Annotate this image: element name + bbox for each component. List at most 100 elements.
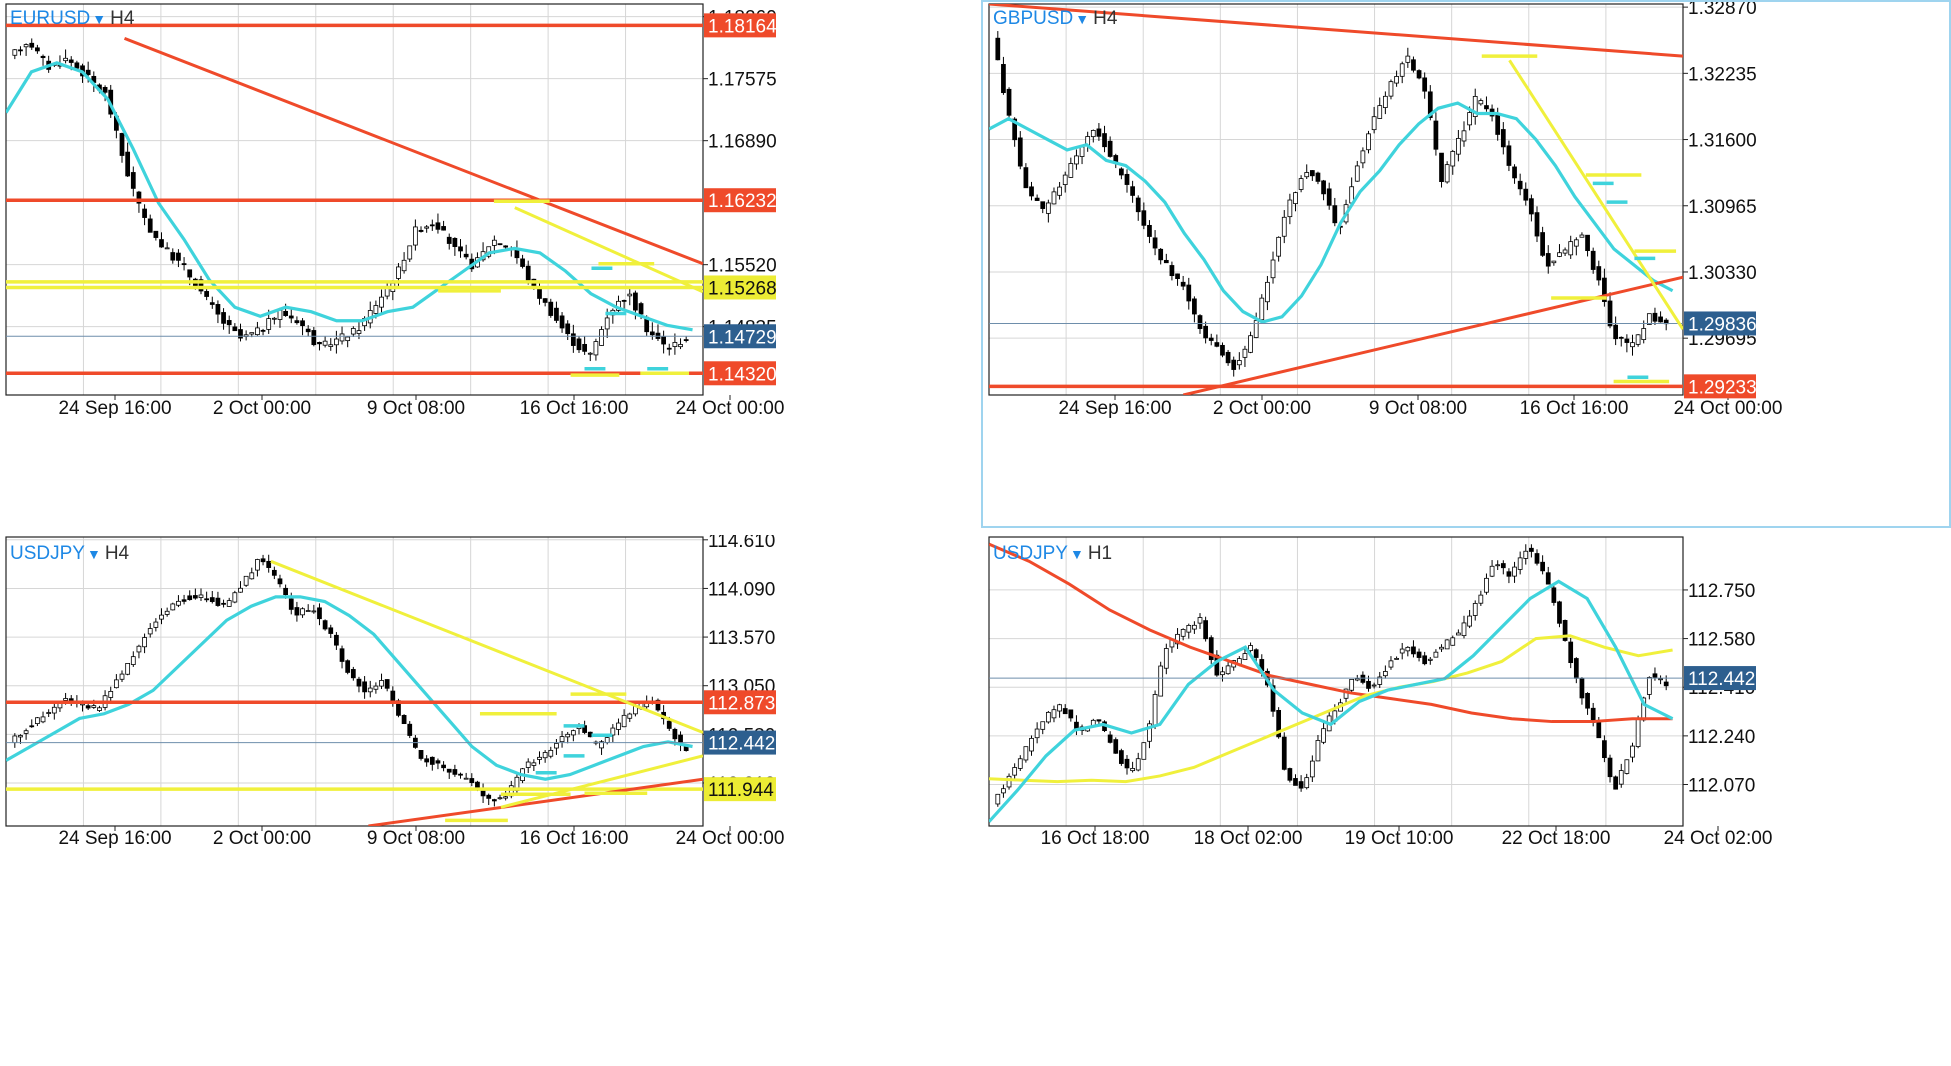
dropdown-triangle-icon[interactable]: ▼ xyxy=(1075,11,1090,27)
x-tick-label: 16 Oct 16:00 xyxy=(1520,398,1629,419)
dropdown-triangle-icon[interactable]: ▼ xyxy=(92,11,107,27)
candle-body xyxy=(226,600,232,607)
candle-body xyxy=(339,648,345,662)
candle-body xyxy=(1377,676,1383,685)
dropdown-triangle-icon[interactable]: ▼ xyxy=(1069,546,1084,562)
price-label-text: 1.18164 xyxy=(708,16,777,37)
candle-body xyxy=(12,49,18,56)
candle-body xyxy=(1590,250,1596,270)
candle-body xyxy=(1371,684,1377,687)
candle-body xyxy=(1658,678,1663,681)
y-tick-label: 1.31600 xyxy=(1688,131,1757,152)
candle-body xyxy=(1045,202,1051,214)
candle-body xyxy=(582,725,588,733)
candle-body xyxy=(1158,665,1164,697)
candle-body xyxy=(1394,658,1399,660)
candle-body xyxy=(678,344,683,348)
candle-body xyxy=(1573,658,1579,679)
candle-body xyxy=(221,602,226,605)
candle-body xyxy=(277,578,283,585)
trendline xyxy=(270,559,703,734)
candle-body xyxy=(1186,284,1192,302)
candle-body xyxy=(232,592,238,603)
candle-body xyxy=(1090,129,1096,138)
x-tick-label: 2 Oct 00:00 xyxy=(1213,398,1311,419)
candle-body xyxy=(221,312,226,324)
chart-canvas-gbpusd-h4[interactable]: 1.328701.322351.316001.309651.303301.296… xyxy=(983,0,1951,428)
candle-body xyxy=(373,305,379,314)
candle-body xyxy=(1506,571,1512,577)
candle-body xyxy=(418,229,424,232)
candle-body xyxy=(204,598,210,601)
symbol-label: GBPUSD ▼ H4 xyxy=(993,8,1117,30)
trendline xyxy=(123,36,703,266)
candle-body xyxy=(1354,165,1360,182)
y-tick-label: 113.570 xyxy=(708,628,775,649)
candle-body xyxy=(170,603,176,611)
candle-body xyxy=(1472,603,1478,616)
candle-body xyxy=(1618,336,1624,339)
candle-body xyxy=(995,37,1001,61)
price-label-box xyxy=(704,324,776,349)
candle-body xyxy=(1253,320,1259,338)
candle-body xyxy=(1523,188,1529,201)
candle-body xyxy=(232,326,238,332)
candle-body xyxy=(226,320,232,326)
candle-body xyxy=(1079,146,1085,157)
y-tick-label: 1.32235 xyxy=(1688,64,1757,85)
candle-body xyxy=(1034,197,1040,201)
candle-body xyxy=(1265,281,1270,303)
candle-body xyxy=(1613,324,1619,340)
candle-body xyxy=(1371,116,1377,131)
price-label-box xyxy=(1684,666,1756,691)
candle-body xyxy=(142,637,147,648)
candle-body xyxy=(1529,198,1534,215)
candle-body xyxy=(63,57,68,62)
candle-body xyxy=(1366,680,1371,689)
candle-body xyxy=(1012,118,1018,141)
candle-body xyxy=(102,87,108,93)
candle-body xyxy=(1433,651,1439,658)
price-label-box xyxy=(1684,374,1756,399)
candle-body xyxy=(1220,671,1225,676)
candle-body xyxy=(294,320,300,324)
candle-body xyxy=(1321,728,1326,743)
candle-body xyxy=(390,690,396,701)
candle-body xyxy=(1557,252,1562,257)
candle-body xyxy=(1394,76,1399,84)
chart-panel-gbpusd-h4[interactable]: 1.32870 1.32235 1.31600 1.30965 1.30330 1.296… xyxy=(983,0,1951,428)
candle-body xyxy=(305,328,311,333)
candle-body xyxy=(1197,315,1203,329)
candle-body xyxy=(204,291,210,297)
candle-body xyxy=(1276,709,1282,738)
candle-body xyxy=(29,725,35,728)
candle-body xyxy=(356,330,362,334)
candle-body xyxy=(1017,758,1023,769)
candle-body xyxy=(255,327,260,336)
candle-body xyxy=(1658,316,1663,323)
trendline xyxy=(989,4,1683,58)
candle-body xyxy=(317,607,322,620)
chart-panel-usdjpy-h4[interactable]: 114.610114.090113.570113.050112.530112.0… xyxy=(0,535,980,1066)
candle-body xyxy=(328,627,334,634)
chart-canvas-usdjpy-h4[interactable]: 114.610114.090113.570113.050112.530112.0… xyxy=(0,535,980,1066)
candle-body xyxy=(311,330,317,346)
price-label-box xyxy=(704,777,776,802)
candle-body xyxy=(1293,778,1298,786)
x-tick-label: 2 Oct 00:00 xyxy=(213,828,311,849)
candle-body xyxy=(136,645,142,653)
candle-body xyxy=(170,252,176,261)
candle-body xyxy=(40,55,46,59)
candle-body xyxy=(1006,88,1012,116)
dropdown-triangle-icon[interactable]: ▼ xyxy=(86,546,101,562)
candle-body xyxy=(1045,711,1051,723)
candle-body xyxy=(1540,232,1545,256)
candle-body xyxy=(1416,70,1422,79)
candle-body xyxy=(1427,658,1433,661)
candle-body xyxy=(1197,617,1203,624)
candle-body xyxy=(531,762,537,766)
